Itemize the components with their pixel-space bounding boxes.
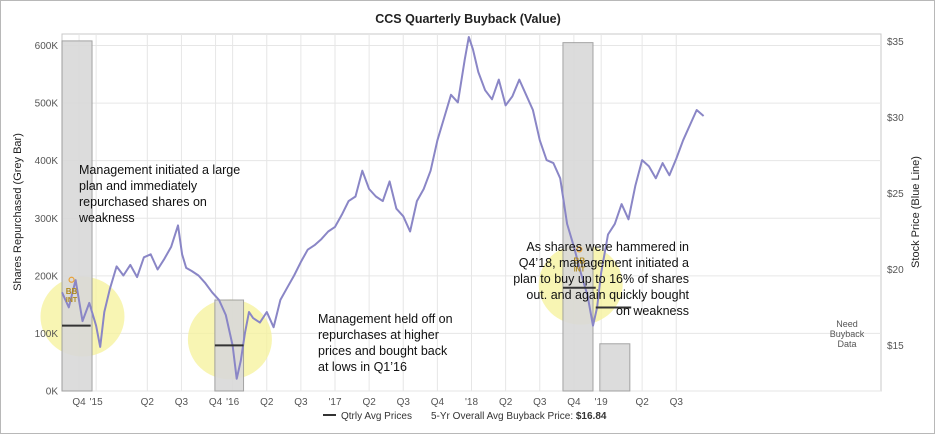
no-data-line: Buyback — [830, 329, 865, 339]
bb-dot-marker — [68, 276, 75, 283]
left-tick-label: 200K — [35, 271, 59, 282]
price-line — [61, 36, 705, 380]
buyback-bars — [61, 40, 631, 392]
need-buyback-data-note: Need Buyback Data — [830, 319, 865, 349]
annotation-line: on weakness — [616, 304, 689, 318]
qtrly-avg-lines — [62, 286, 632, 347]
buyback-bar — [599, 343, 631, 392]
grid-lines — [62, 34, 881, 392]
annotation-line: repurchased shares on — [79, 195, 207, 209]
x-tick-label: Q3 — [670, 397, 684, 408]
legend: Qtrly Avg Prices 5-Yr Overall Avg Buybac… — [323, 411, 607, 422]
left-tick-label: 100K — [35, 329, 59, 340]
annotation-line: As shares were hammered in — [526, 240, 689, 254]
legend-label: Qtrly Avg Prices — [341, 411, 412, 422]
annotation-line: at lows in Q1’16 — [318, 360, 407, 374]
x-tick-label: Q2 — [362, 397, 376, 408]
annotation-text: Management held off on repurchases at hig… — [318, 312, 453, 374]
overall-avg-label: 5-Yr Overall Avg Buyback Price: — [431, 411, 576, 422]
x-tick-label: Q2 — [635, 397, 649, 408]
annotations: Management initiated a large plan and imm… — [78, 163, 690, 374]
x-tick-label: Q4 — [209, 397, 223, 408]
x-tick-label: '17 — [328, 397, 341, 408]
x-tick-label: Q3 — [294, 397, 308, 408]
left-axis-title: Shares Repurchased (Grey Bar) — [12, 133, 24, 291]
x-tick-label: Q2 — [499, 397, 513, 408]
left-tick-label: 600K — [35, 41, 59, 52]
overall-avg-text: 5-Yr Overall Avg Buyback Price: $16.84 — [431, 411, 607, 422]
annotation-line: Management initiated a large — [79, 163, 240, 177]
bb-label: BB — [66, 287, 78, 296]
annotation-line: Management held off on — [318, 312, 453, 326]
annotation-line: weakness — [78, 211, 135, 225]
annotation-text: Management initiated a large plan and imm… — [78, 163, 240, 225]
annotation-line: plan to buy up to 16% of shares — [513, 272, 689, 286]
x-tick-label: Q4 — [567, 397, 581, 408]
right-axis-ticks: $15 $20 $25 $30 $35 — [887, 37, 904, 352]
overall-avg-value: $16.84 — [576, 411, 607, 422]
right-tick-label: $15 — [887, 341, 904, 352]
int-label: INT — [66, 297, 78, 304]
x-tick-label: Q3 — [397, 397, 411, 408]
right-tick-label: $30 — [887, 113, 904, 124]
annotation-line: repurchases at higher — [318, 328, 439, 342]
x-tick-label: Q3 — [533, 397, 547, 408]
buyback-bar — [562, 42, 594, 392]
annotation-line: plan and immediately — [79, 179, 198, 193]
x-tick-label: '18 — [465, 397, 478, 408]
x-tick-label: Q4 — [431, 397, 445, 408]
annotation-text: As shares were hammered in Q4’18, managem… — [513, 240, 689, 318]
right-axis-title: Stock Price (Blue Line) — [910, 156, 922, 268]
annotation-line: prices and bought back — [318, 344, 448, 358]
right-tick-label: $20 — [887, 265, 904, 276]
left-axis-ticks: 0K 100K 200K 300K 400K 500K 600K — [35, 41, 59, 397]
int-label: INT — [574, 266, 586, 273]
x-tick-label: '16 — [226, 397, 239, 408]
right-tick-label: $25 — [887, 189, 904, 200]
left-tick-label: 0K — [46, 387, 59, 398]
x-tick-label: Q2 — [141, 397, 155, 408]
buyback-bar — [61, 40, 93, 392]
x-tick-label: Q2 — [260, 397, 274, 408]
x-tick-label: Q4 — [72, 397, 86, 408]
no-data-text: Need Buyback Data — [830, 319, 865, 349]
annotation-line: Q4’18, management initiated a — [519, 256, 689, 270]
annotation-line: out. and again quickly bought — [526, 288, 689, 302]
bb-label: BB — [574, 256, 586, 265]
left-tick-label: 500K — [35, 99, 59, 110]
x-tick-label: '19 — [595, 397, 608, 408]
x-tick-label: Q3 — [175, 397, 189, 408]
no-data-line: Need — [836, 319, 858, 329]
no-data-line: Data — [837, 339, 856, 349]
x-axis-ticks: Q4'15 Q2 Q3 Q4'16 Q2 Q3'17 Q2 Q3 Q4'18 Q2 Q3 Q4'19 Q… — [72, 397, 683, 408]
chart-title: CCS Quarterly Buyback (Value) — [375, 12, 560, 26]
x-tick-label: '15 — [90, 397, 103, 408]
left-tick-label: 400K — [35, 156, 59, 167]
right-tick-label: $35 — [887, 37, 904, 48]
left-tick-label: 300K — [35, 214, 59, 225]
bb-dot-marker — [576, 246, 583, 253]
